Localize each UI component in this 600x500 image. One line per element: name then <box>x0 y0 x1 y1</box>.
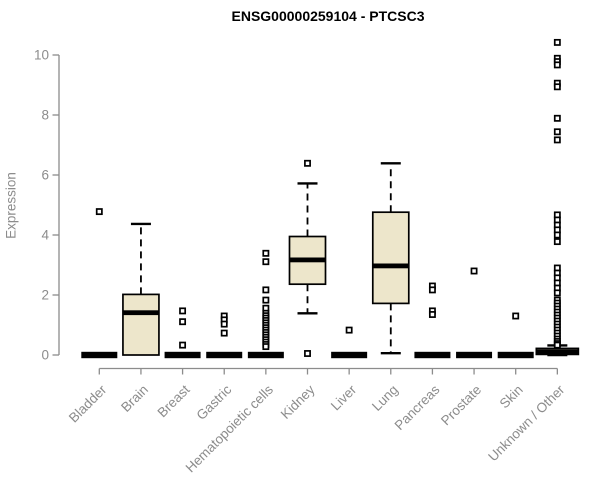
outlier-point <box>262 296 270 304</box>
outlier-point <box>220 329 228 337</box>
box-median-line <box>122 310 159 316</box>
outlier-point <box>553 238 561 246</box>
collapsed-box <box>206 351 243 359</box>
outlier-point <box>262 343 270 351</box>
outlier-point <box>95 208 103 216</box>
box-median-line <box>536 349 579 355</box>
collapsed-box <box>331 351 368 359</box>
collapsed-box <box>247 351 284 359</box>
outlier-point <box>470 267 478 275</box>
collapsed-box <box>164 351 201 359</box>
y-tick-label: 10 <box>34 48 49 63</box>
outlier-point <box>553 83 561 91</box>
outlier-point <box>428 286 436 294</box>
outlier-point <box>179 341 187 349</box>
outlier-point <box>179 318 187 326</box>
x-category-label: Gastric <box>193 382 234 423</box>
x-category-label: Bladder <box>66 382 110 426</box>
y-tick-label: 2 <box>41 288 49 303</box>
outlier-point <box>304 350 311 357</box>
box-iqr <box>122 293 160 356</box>
collapsed-box <box>497 351 534 359</box>
x-category-label: Pancreas <box>392 382 443 433</box>
outlier-point <box>553 38 561 46</box>
x-category-label: Brain <box>118 382 151 415</box>
collapsed-box <box>81 351 118 359</box>
x-category-label: Breast <box>154 382 192 420</box>
y-tick-label: 6 <box>41 168 49 183</box>
box-iqr <box>371 211 410 305</box>
x-category-label: Skin <box>497 382 526 411</box>
y-tick-label: 4 <box>41 228 49 243</box>
x-category-label: Prostate <box>438 382 484 428</box>
outlier-point <box>512 312 520 320</box>
box-median-line <box>372 263 409 269</box>
chart-title: ENSG00000259104 - PTCSC3 <box>231 8 425 24</box>
box-median-line <box>289 257 326 263</box>
collapsed-box <box>414 351 451 359</box>
x-category-label: Lung <box>369 382 401 414</box>
outlier-point <box>553 231 561 239</box>
outlier-point <box>553 114 561 122</box>
y-tick-label: 8 <box>41 108 49 123</box>
outlier-point <box>553 128 561 136</box>
outlier-point <box>220 320 228 328</box>
outlier-point <box>262 249 270 257</box>
x-category-label: Unknown / Other <box>485 382 568 465</box>
outlier-point <box>262 286 270 294</box>
outlier-point <box>428 311 436 318</box>
outlier-point <box>345 326 353 334</box>
outlier-point <box>179 307 187 315</box>
outlier-point <box>553 136 561 144</box>
outlier-point <box>262 258 270 266</box>
outlier-point <box>553 61 561 69</box>
outlier-point <box>553 289 561 297</box>
x-category-label: Liver <box>328 382 360 414</box>
outlier-point <box>304 159 311 167</box>
outlier-point <box>553 341 561 349</box>
collapsed-box <box>456 351 493 359</box>
x-category-label: Kidney <box>278 382 318 422</box>
y-tick-label: 0 <box>41 348 49 363</box>
